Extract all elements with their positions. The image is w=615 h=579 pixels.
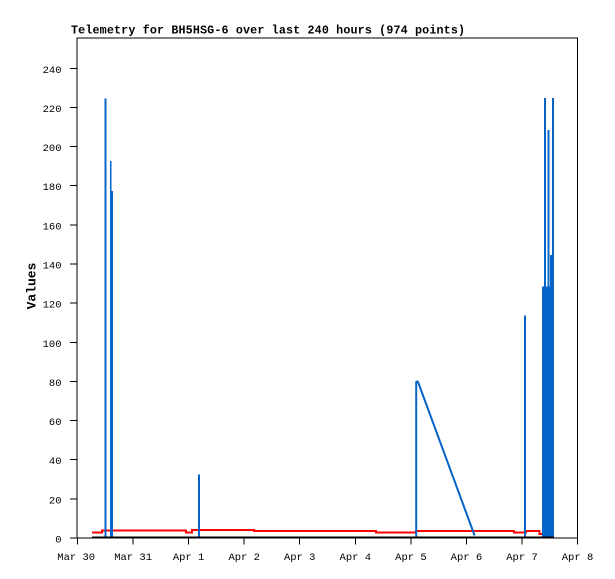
svg-text:0: 0 <box>55 535 61 547</box>
svg-text:80: 80 <box>49 378 62 390</box>
svg-text:120: 120 <box>43 300 62 312</box>
svg-text:Apr 2: Apr 2 <box>228 552 260 564</box>
svg-text:200: 200 <box>43 143 62 155</box>
svg-text:Apr 6: Apr 6 <box>451 552 483 564</box>
svg-text:Values: Values <box>25 262 40 309</box>
svg-text:60: 60 <box>49 417 62 429</box>
svg-text:180: 180 <box>43 182 62 194</box>
svg-text:20: 20 <box>49 495 62 507</box>
svg-text:Apr 5: Apr 5 <box>395 552 427 564</box>
svg-text:240: 240 <box>43 65 62 77</box>
svg-text:Apr 8: Apr 8 <box>562 552 594 564</box>
svg-text:Apr 4: Apr 4 <box>340 552 372 564</box>
svg-text:220: 220 <box>43 104 62 116</box>
svg-text:40: 40 <box>49 456 62 468</box>
svg-text:Apr 3: Apr 3 <box>284 552 316 564</box>
svg-text:Mar 31: Mar 31 <box>114 552 152 564</box>
svg-text:Mar 30: Mar 30 <box>57 552 95 564</box>
svg-text:Telemetry for BH5HSG-6 over la: Telemetry for BH5HSG-6 over last 240 hou… <box>71 24 465 38</box>
svg-text:Apr 7: Apr 7 <box>506 552 538 564</box>
svg-text:160: 160 <box>43 221 62 233</box>
svg-text:100: 100 <box>43 339 62 351</box>
svg-text:140: 140 <box>43 261 62 273</box>
svg-text:Apr 1: Apr 1 <box>173 552 205 564</box>
